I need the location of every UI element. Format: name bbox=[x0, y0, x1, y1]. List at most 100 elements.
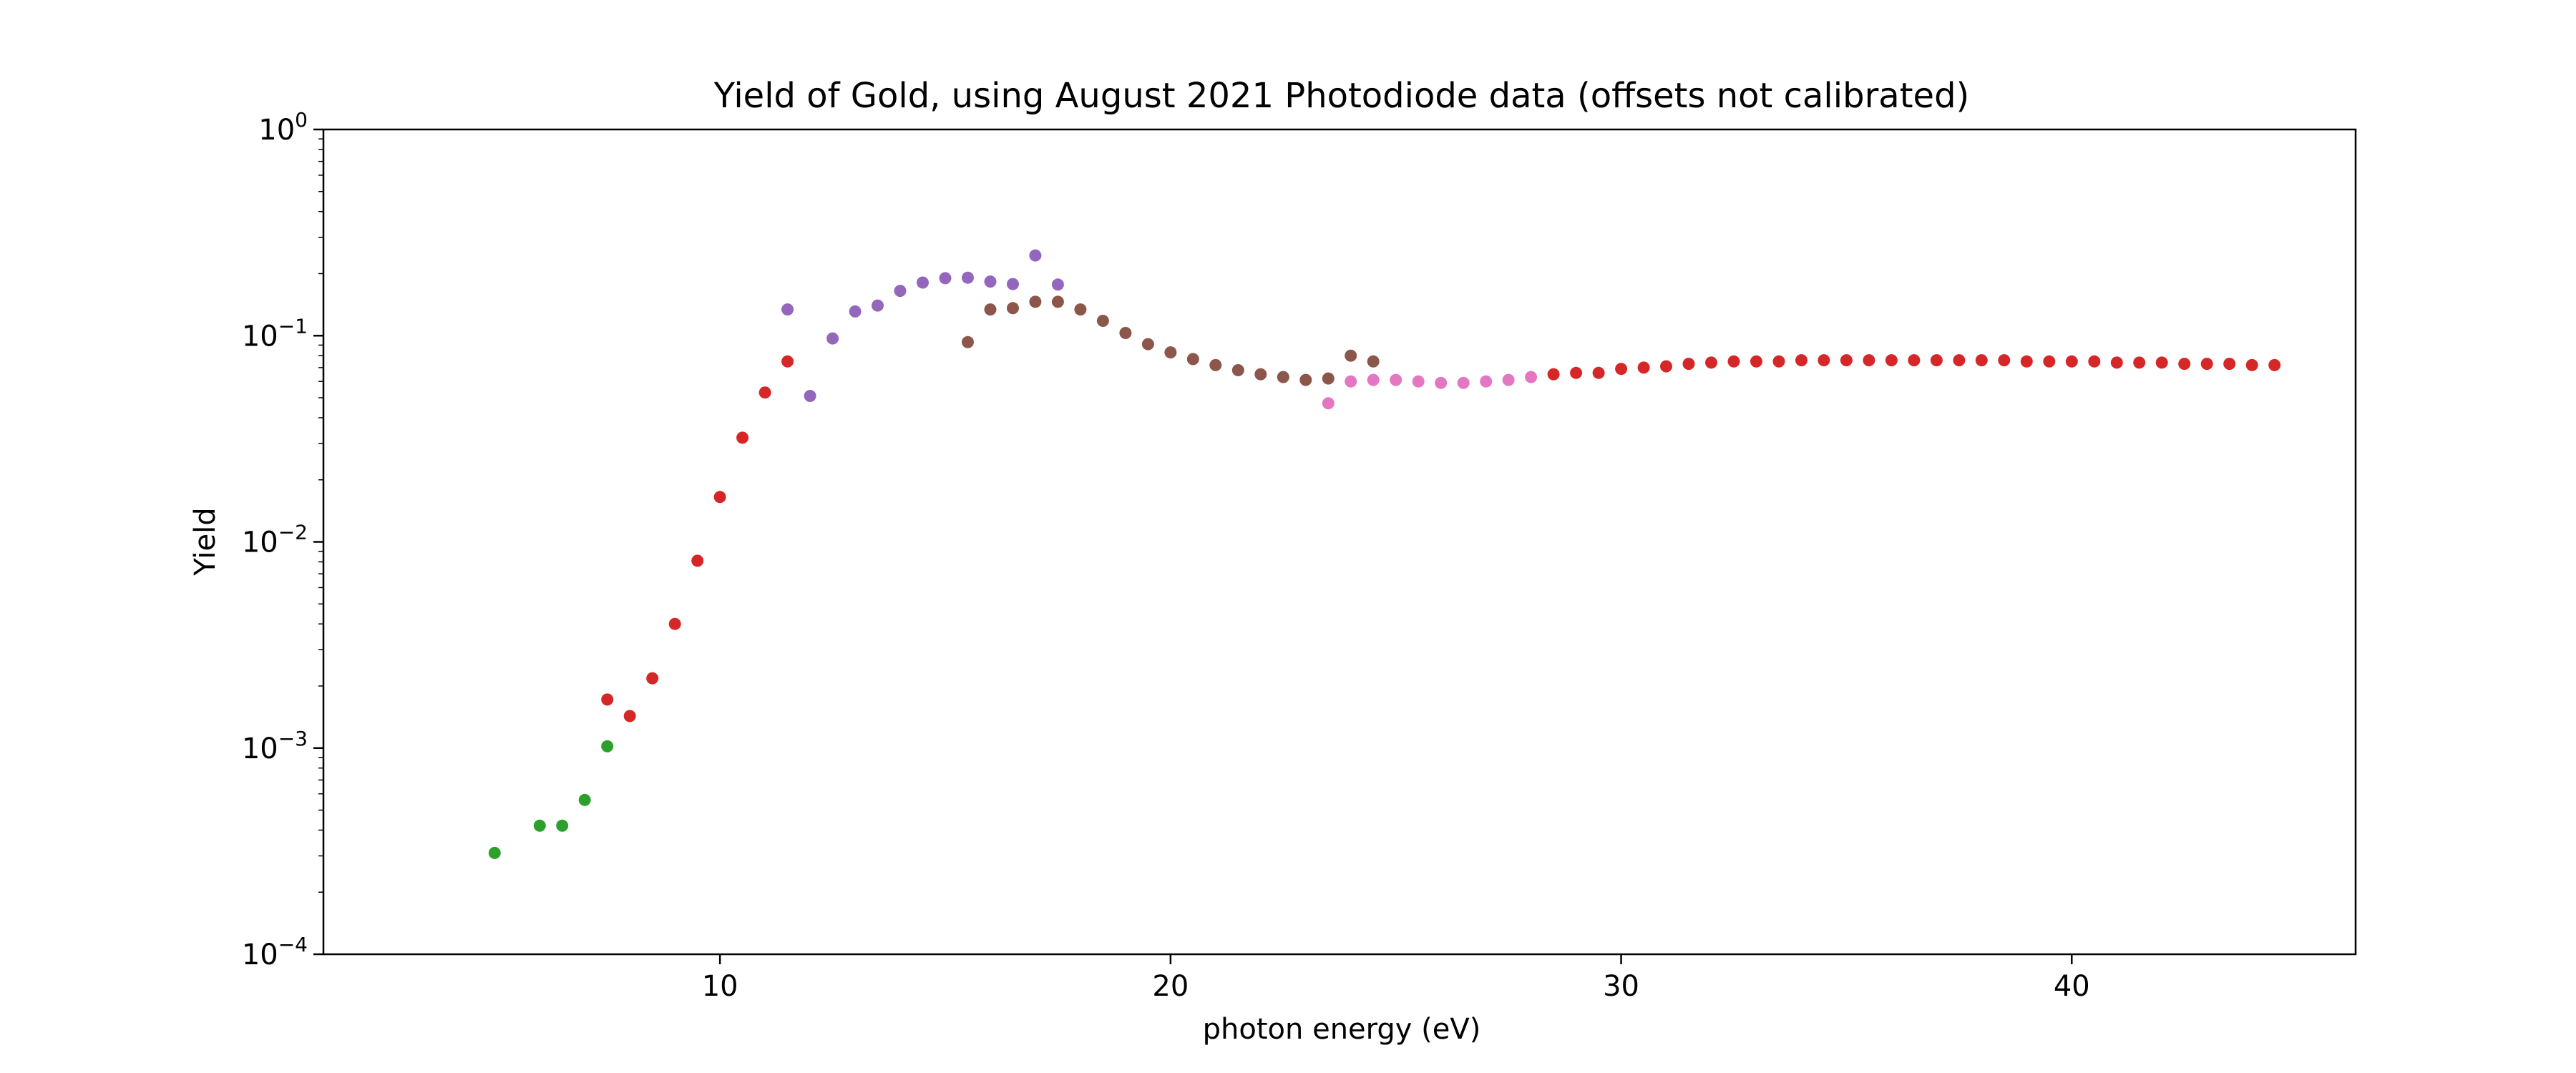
series-green bbox=[488, 740, 614, 859]
x-tick-label: 40 bbox=[2054, 970, 2090, 1003]
data-point bbox=[1096, 315, 1109, 327]
plot-area bbox=[488, 249, 2281, 859]
data-point bbox=[849, 305, 862, 318]
data-point bbox=[1007, 278, 1019, 290]
data-point bbox=[1029, 295, 1042, 308]
data-point bbox=[1007, 302, 1019, 315]
data-point bbox=[1412, 375, 1425, 388]
series-purple bbox=[781, 249, 1064, 402]
data-point bbox=[1975, 354, 1988, 367]
data-point bbox=[1570, 366, 1583, 379]
data-point bbox=[781, 303, 794, 316]
data-point bbox=[1231, 364, 1244, 376]
data-point bbox=[1525, 371, 1538, 383]
data-point bbox=[2200, 358, 2213, 371]
data-point bbox=[1051, 278, 1064, 291]
x-tick-label: 30 bbox=[1603, 970, 1639, 1003]
data-point bbox=[1637, 361, 1650, 374]
y-axis-label: Yield bbox=[189, 507, 222, 576]
data-point bbox=[2065, 355, 2078, 368]
data-point bbox=[1615, 363, 1628, 376]
data-point bbox=[1772, 355, 1785, 368]
series-brown bbox=[962, 295, 1380, 386]
data-point bbox=[984, 303, 997, 316]
data-point bbox=[556, 819, 569, 832]
data-point bbox=[1367, 373, 1380, 386]
y-tick-label: 10−1 bbox=[242, 314, 308, 353]
series-pink bbox=[1322, 371, 1538, 410]
data-point bbox=[939, 272, 952, 285]
data-point bbox=[1051, 295, 1064, 308]
data-point bbox=[1074, 303, 1087, 316]
x-tick-label: 10 bbox=[702, 970, 738, 1003]
data-point bbox=[2268, 358, 2281, 371]
data-point bbox=[1141, 338, 1154, 351]
data-point bbox=[1299, 373, 1312, 386]
data-point bbox=[1322, 397, 1335, 410]
data-point bbox=[1480, 375, 1493, 388]
data-point bbox=[2088, 355, 2101, 368]
data-point bbox=[1367, 355, 1380, 368]
y-tick-label: 10−2 bbox=[242, 521, 308, 559]
x-axis-label: photon energy (eV) bbox=[1203, 1013, 1481, 1046]
data-point bbox=[1818, 354, 1830, 367]
y-tick-label: 100 bbox=[258, 108, 308, 147]
data-point bbox=[1277, 371, 1289, 383]
data-point bbox=[1682, 358, 1695, 371]
data-point bbox=[1164, 346, 1177, 359]
data-point bbox=[826, 332, 839, 345]
data-point bbox=[804, 390, 816, 402]
data-point bbox=[1322, 372, 1335, 385]
data-point bbox=[2155, 356, 2168, 369]
data-point bbox=[736, 431, 749, 444]
data-point bbox=[1119, 327, 1132, 339]
data-point bbox=[2245, 358, 2258, 371]
chart-title: Yield of Gold, using August 2021 Photodi… bbox=[713, 76, 1970, 116]
data-point bbox=[1345, 375, 1357, 388]
data-point bbox=[713, 491, 726, 504]
y-axis-ticks: 10−4 10−3 10−2 10−1 100 bbox=[242, 108, 323, 971]
data-point bbox=[758, 386, 771, 399]
data-point bbox=[601, 693, 614, 706]
data-point bbox=[1908, 354, 1921, 367]
data-point bbox=[1863, 354, 1875, 367]
data-point bbox=[1727, 355, 1740, 368]
x-tick-label: 20 bbox=[1152, 970, 1189, 1003]
data-point bbox=[1930, 354, 1943, 367]
data-point bbox=[646, 672, 659, 685]
data-point bbox=[1953, 354, 1966, 367]
data-point bbox=[894, 285, 907, 298]
series-red-high bbox=[1547, 354, 2281, 381]
data-point bbox=[2110, 356, 2123, 369]
data-point bbox=[1795, 354, 1807, 367]
data-point bbox=[691, 554, 704, 567]
data-point bbox=[1750, 355, 1762, 368]
data-point bbox=[488, 846, 501, 859]
data-point bbox=[1547, 368, 1560, 381]
data-point bbox=[623, 710, 636, 722]
data-point bbox=[601, 740, 614, 753]
data-point bbox=[1998, 354, 2011, 367]
data-point bbox=[962, 335, 974, 348]
data-point bbox=[2133, 356, 2146, 369]
data-point bbox=[578, 793, 591, 806]
data-point bbox=[1502, 373, 1515, 386]
data-point bbox=[984, 275, 997, 288]
data-point bbox=[1029, 249, 1042, 262]
y-tick-label: 10−4 bbox=[242, 933, 308, 971]
data-point bbox=[2043, 355, 2056, 368]
data-point bbox=[962, 271, 974, 284]
data-point bbox=[1705, 356, 1717, 369]
data-point bbox=[1840, 354, 1853, 367]
data-point bbox=[2020, 355, 2033, 368]
data-point bbox=[872, 299, 884, 312]
data-point bbox=[1345, 349, 1357, 362]
data-point bbox=[668, 617, 681, 630]
data-point bbox=[781, 355, 794, 368]
y-tick-label: 10−3 bbox=[242, 727, 308, 765]
data-point bbox=[533, 819, 546, 832]
data-point bbox=[2223, 358, 2236, 371]
data-point bbox=[1435, 376, 1448, 389]
